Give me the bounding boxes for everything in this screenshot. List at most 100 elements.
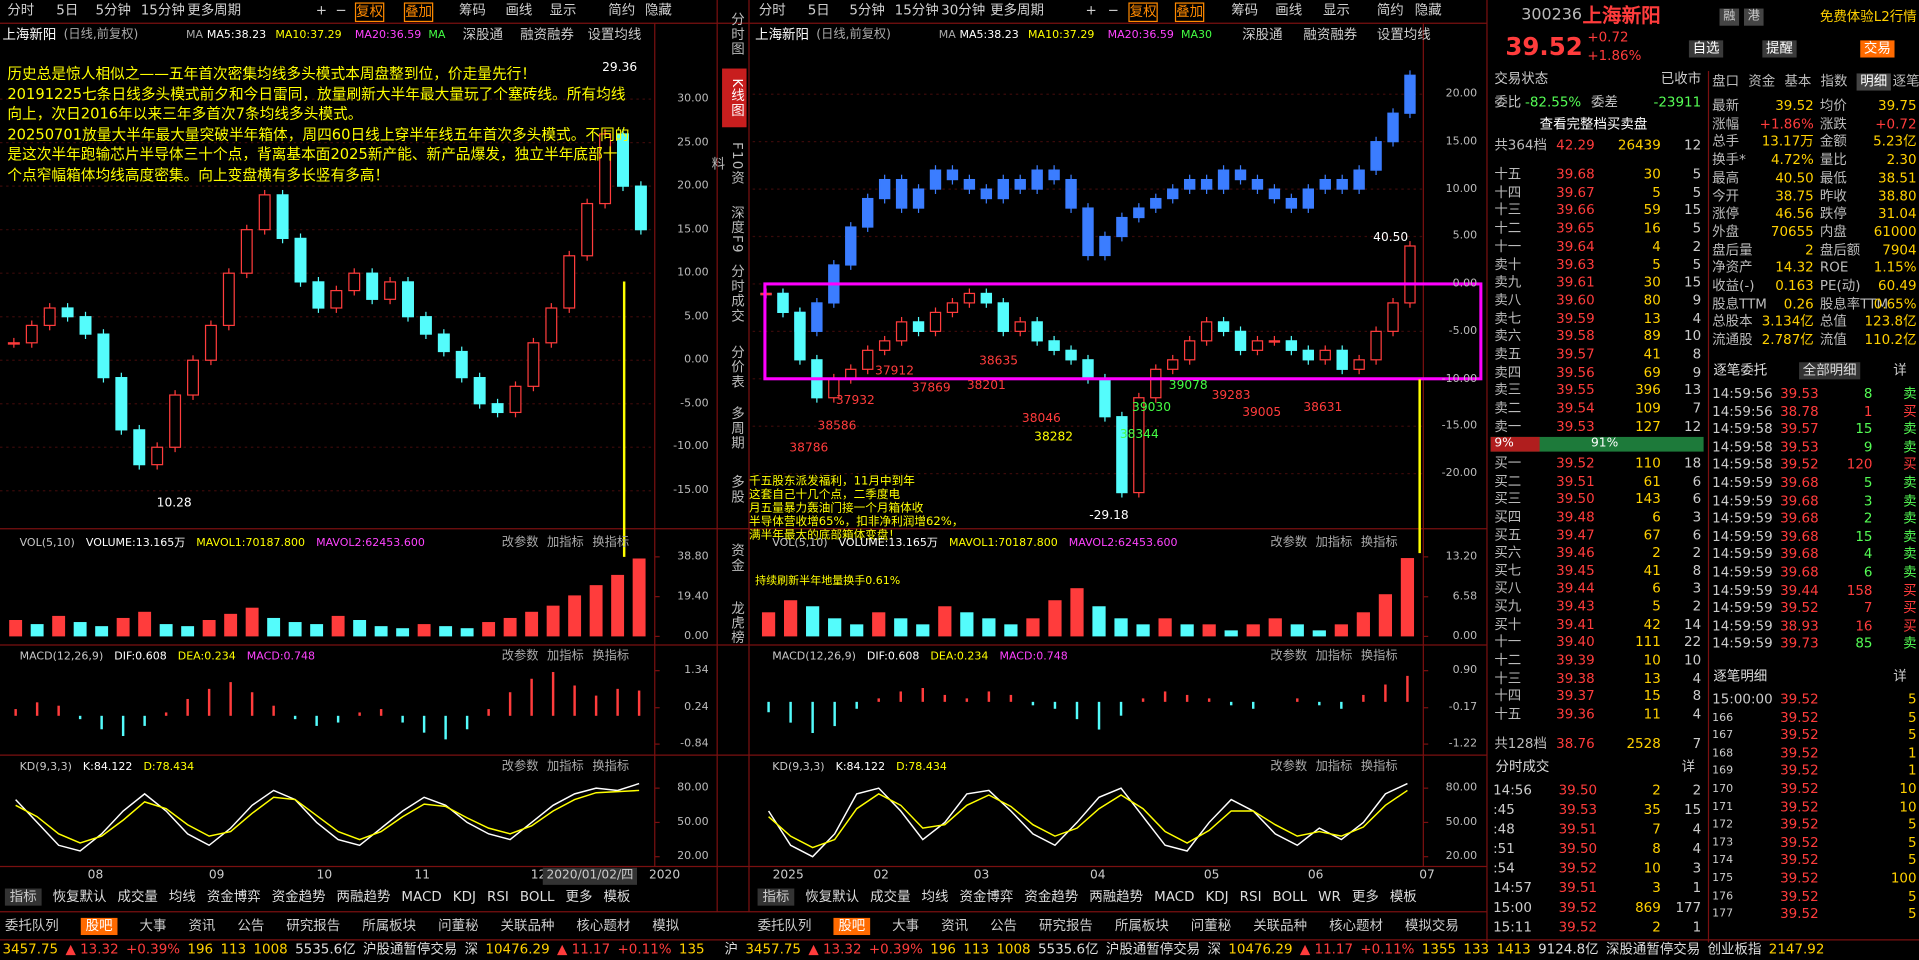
panel-tab[interactable]: 指数	[1820, 73, 1848, 90]
toolbar-button[interactable]: 叠加	[403, 2, 434, 23]
indicator-tab[interactable]: 成交量	[870, 888, 911, 905]
indicator-tab[interactable]: 更多	[1351, 888, 1379, 905]
toolbar-button[interactable]: 叠加	[1174, 2, 1205, 23]
panel-tab[interactable]: 基本	[1784, 73, 1812, 90]
indicator-tab[interactable]: 模板	[603, 888, 631, 905]
side-tab[interactable]: 资金	[729, 543, 746, 573]
link[interactable]: 查看完整档买卖盘	[1539, 116, 1648, 133]
link[interactable]: 深股通	[462, 26, 504, 43]
indicator-tab[interactable]: 两融趋势	[336, 888, 391, 905]
info-tab[interactable]: 关联品种	[1253, 917, 1308, 934]
side-tab[interactable]: 分时图	[729, 12, 746, 57]
toolbar-button[interactable]: −	[335, 2, 347, 19]
pane-button[interactable]: 换指标	[1360, 649, 1398, 664]
pane-button[interactable]: 换指标	[592, 536, 630, 550]
pane-button[interactable]: 改参数	[501, 536, 539, 550]
info-tab[interactable]: 大事	[892, 917, 920, 934]
side-tab[interactable]: K线图	[722, 68, 747, 128]
info-tab[interactable]: 所属板块	[362, 917, 417, 934]
side-tab[interactable]: F10资料	[709, 142, 746, 186]
side-tab[interactable]: 分价表	[729, 345, 746, 390]
indicator-tab[interactable]: RSI	[486, 888, 509, 905]
info-tab[interactable]: 问董秘	[438, 917, 479, 934]
toolbar-button[interactable]: 5日	[807, 2, 830, 19]
link[interactable]: 融资融券	[520, 26, 574, 43]
info-tab[interactable]: 公告	[990, 917, 1018, 934]
toolbar-button[interactable]: 15分钟	[140, 2, 185, 19]
panel-tab[interactable]: 资金	[1748, 73, 1776, 90]
toolbar-button[interactable]: 分时	[758, 2, 786, 19]
info-tab[interactable]: 研究报告	[286, 917, 341, 934]
toolbar-button[interactable]: 复权	[1128, 2, 1158, 23]
toolbar-button[interactable]: 5日	[56, 2, 79, 19]
indicator-tab[interactable]: 恢复默认	[52, 888, 107, 905]
toolbar-button[interactable]: 画线	[1275, 2, 1303, 19]
pane-button[interactable]: 加指标	[547, 536, 584, 550]
side-tab[interactable]: 龙虎榜	[729, 600, 746, 645]
indicator-tab[interactable]: 指标	[757, 888, 795, 906]
indicator-tab[interactable]: 成交量	[117, 888, 158, 905]
info-tab[interactable]: 所属板块	[1114, 917, 1169, 934]
side-tab[interactable]: 深度F9	[729, 206, 746, 255]
pane-button[interactable]: 改参数	[1270, 760, 1308, 774]
indicator-tab[interactable]: 资金趋势	[271, 888, 326, 905]
pane-button[interactable]: 改参数	[1270, 649, 1308, 664]
indicator-tab[interactable]: 均线	[921, 888, 949, 905]
pane-button[interactable]: 改参数	[501, 760, 539, 774]
info-tab[interactable]: 模拟	[652, 917, 680, 934]
toolbar-button[interactable]: 复权	[354, 2, 385, 23]
toolbar-button[interactable]: 5分钟	[95, 2, 131, 19]
info-tab[interactable]: 研究报告	[1039, 917, 1093, 934]
indicator-tab[interactable]: MACD	[1154, 888, 1195, 905]
info-tab[interactable]: 关联品种	[500, 917, 555, 934]
info-tab[interactable]: 大事	[139, 917, 167, 934]
toolbar-button[interactable]: 显示	[1322, 2, 1350, 19]
toolbar-button[interactable]: 15分钟	[894, 2, 939, 19]
indicator-tab[interactable]: WR	[1318, 888, 1341, 905]
l2-link[interactable]: 免费体验L2行情	[1819, 8, 1917, 25]
pane-button[interactable]: 换指标	[1360, 760, 1398, 774]
link[interactable]: 深股通	[1242, 26, 1283, 43]
toolbar-button[interactable]: +	[1085, 2, 1097, 19]
indicator-tab[interactable]: RSI	[1239, 888, 1262, 905]
toolbar-button[interactable]: 画线	[505, 2, 533, 19]
indicator-tab[interactable]: 更多	[565, 888, 593, 905]
indicator-tab[interactable]: 两融趋势	[1089, 888, 1144, 905]
side-tab[interactable]: 多周期	[729, 406, 746, 451]
toolbar-button[interactable]: 隐藏	[1414, 2, 1442, 19]
info-tab[interactable]: 核心题材	[576, 917, 631, 934]
indicator-tab[interactable]: 资金博弈	[206, 888, 261, 905]
indicator-tab[interactable]: 资金博弈	[959, 888, 1014, 905]
toolbar-button[interactable]: +	[315, 2, 328, 19]
side-tab[interactable]: 多股	[729, 474, 746, 505]
info-tab[interactable]: 委托队列	[757, 917, 812, 934]
info-tab[interactable]: 公告	[237, 917, 265, 934]
info-tab[interactable]: 委托队列	[4, 917, 59, 934]
toolbar-button[interactable]: 筹码	[1231, 2, 1259, 19]
pane-button[interactable]: 加指标	[547, 649, 584, 664]
toolbar-button[interactable]: 简约	[1376, 2, 1404, 19]
pane-button[interactable]: 加指标	[547, 760, 584, 774]
toolbar-button[interactable]: 隐藏	[644, 2, 672, 19]
action-button[interactable]: 自选	[1688, 40, 1724, 58]
toolbar-button[interactable]: 分时	[7, 2, 35, 19]
panel-tab[interactable]: 盘口	[1712, 73, 1740, 90]
toolbar-button[interactable]: −	[1107, 2, 1119, 19]
info-tab[interactable]: 股吧	[833, 917, 871, 936]
toolbar-button[interactable]: 30分钟	[941, 2, 986, 19]
toolbar-button[interactable]: 显示	[549, 2, 577, 19]
pane-button[interactable]: 换指标	[1360, 536, 1398, 550]
pane-button[interactable]: 换指标	[592, 760, 630, 774]
toolbar-button[interactable]: 简约	[608, 2, 636, 19]
indicator-tab[interactable]: MACD	[401, 888, 442, 905]
side-tab[interactable]: 分时成交	[729, 264, 746, 324]
dropdown[interactable]: 全部明细	[1799, 362, 1861, 380]
indicator-tab[interactable]: 模板	[1389, 888, 1417, 905]
link[interactable]: 详	[1893, 668, 1907, 685]
info-tab[interactable]: 资讯	[188, 917, 216, 934]
info-tab[interactable]: 股吧	[80, 917, 118, 936]
pane-button[interactable]: 加指标	[1315, 649, 1353, 664]
pane-button[interactable]: 加指标	[1315, 536, 1353, 550]
action-button[interactable]: 提醒	[1762, 40, 1797, 58]
info-tab[interactable]: 核心题材	[1329, 917, 1383, 934]
